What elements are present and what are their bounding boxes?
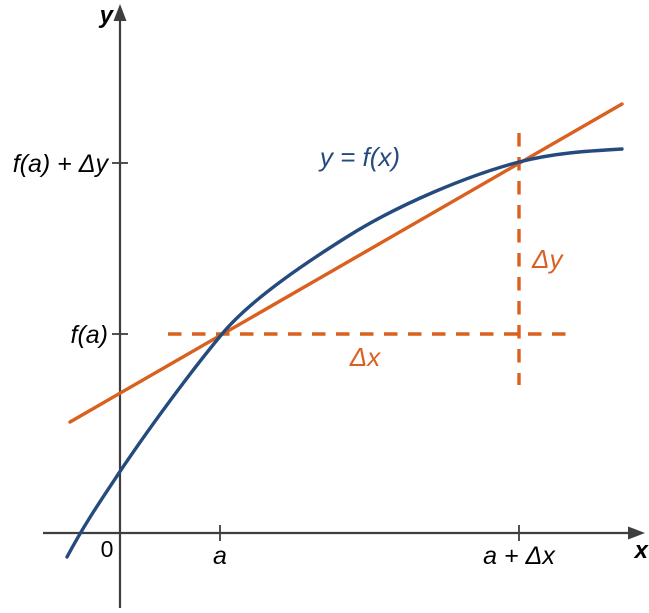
secant-line (68, 102, 624, 424)
delta-y-label: Δy (531, 244, 564, 274)
function-curve (65, 147, 624, 559)
x-tick-label-a: a (213, 542, 227, 570)
y-axis-label: y (99, 2, 115, 29)
y-axis-arrow-icon (113, 4, 127, 21)
y-tick-label-fa: f(a) (71, 321, 109, 349)
x-axis-label: x (633, 537, 649, 564)
origin-label: 0 (101, 536, 114, 562)
delta-x-label: Δx (349, 342, 381, 372)
curve-equation-label: y = f(x) (318, 142, 400, 172)
x-tick-label-a-plus-dx: a + Δx (483, 542, 556, 570)
x-axis-arrow-icon (628, 526, 645, 540)
y-tick-label-fa-plus-dy: f(a) + Δy (13, 150, 110, 178)
